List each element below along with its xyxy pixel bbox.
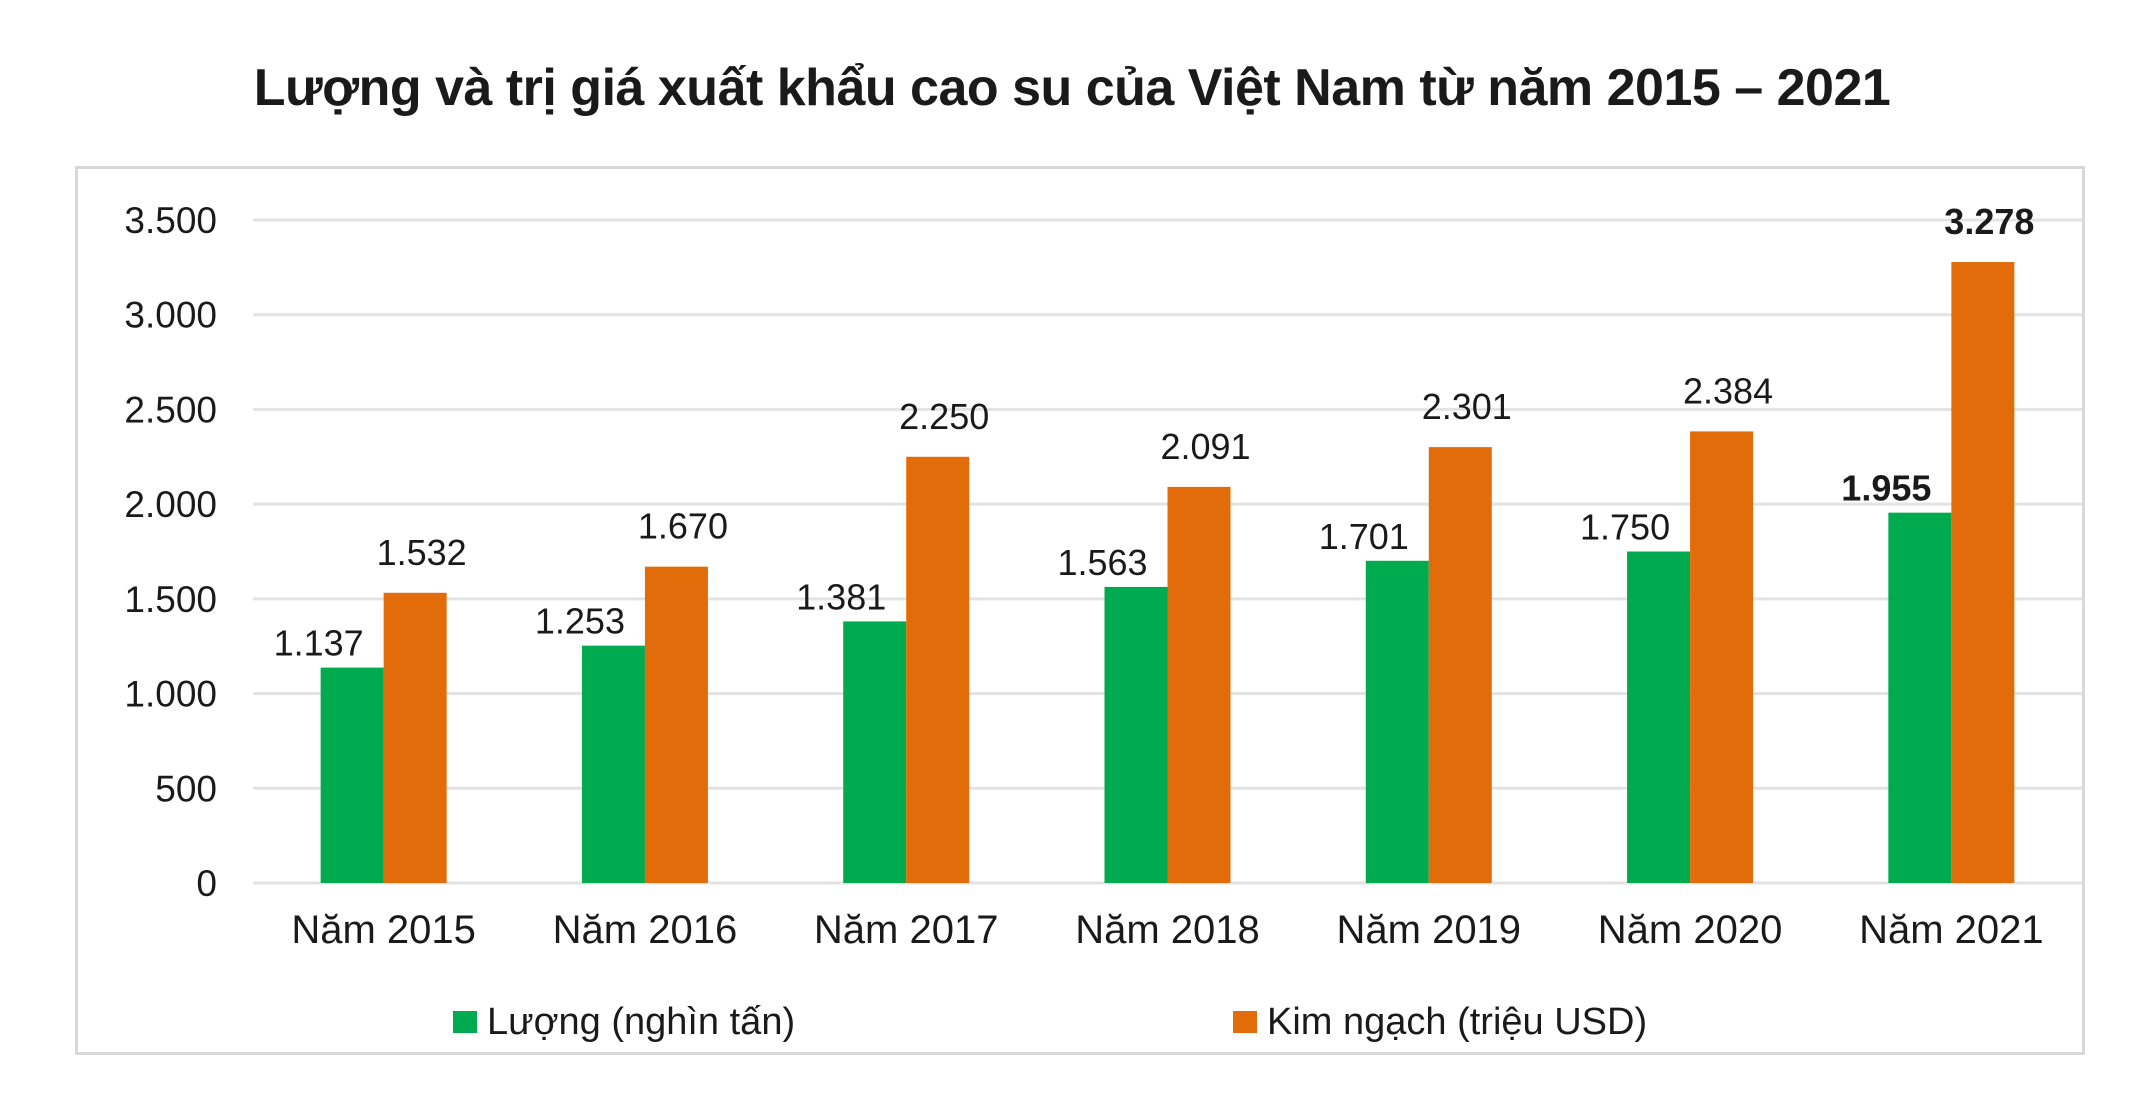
bar-kim-ngach	[1690, 431, 1754, 883]
legend: Lượng (nghìn tấn) Kim ngạch (triệu USD)	[0, 1000, 2144, 1044]
value-label-kim-ngach: 2.250	[899, 396, 989, 437]
legend-item-luong[interactable]: Lượng (nghìn tấn)	[453, 1000, 795, 1044]
bar-luong	[1888, 512, 1952, 883]
value-label-luong: 1.137	[274, 623, 364, 664]
value-label-luong: 1.955	[1841, 468, 1931, 509]
legend-label: Lượng (nghìn tấn)	[487, 1000, 796, 1043]
legend-swatch-orange-icon	[1233, 1011, 1257, 1033]
legend-label: Kim ngạch (triệu USD)	[1267, 1000, 1648, 1043]
y-tick-label: 3.000	[124, 295, 217, 336]
y-tick-label: 0	[196, 863, 217, 904]
bar-kim-ngach	[383, 592, 447, 883]
chart-title: Lượng và trị giá xuất khẩu cao su của Vi…	[253, 59, 1891, 117]
x-category-label: Năm 2017	[814, 908, 999, 952]
bar-luong	[1365, 560, 1429, 883]
legend-swatch-green-icon	[453, 1011, 477, 1033]
x-category-label: Năm 2016	[553, 908, 738, 952]
value-label-luong: 1.701	[1319, 516, 1409, 557]
y-tick-label: 2.500	[124, 389, 217, 430]
bar-kim-ngach	[1428, 447, 1492, 883]
x-axis-category-labels: Năm 2015 Năm 2016 Năm 2017 Năm 2018 Năm 2019…	[291, 908, 2043, 952]
bar-kim-ngach	[906, 456, 970, 883]
y-axis-tick-labels: 0 500 1.000 1.500 2.000 2.500 3.000 3.500	[124, 200, 217, 904]
value-label-luong: 1.563	[1057, 542, 1147, 583]
value-label-kim-ngach: 3.278	[1944, 201, 2034, 242]
legend-item-kim-ngach[interactable]: Kim ngạch (triệu USD)	[1233, 1000, 1647, 1044]
y-tick-label: 1.500	[124, 579, 217, 620]
bar-luong	[1627, 551, 1691, 883]
bar-luong	[320, 667, 384, 883]
bar-luong	[581, 645, 645, 883]
x-category-label: Năm 2021	[1859, 908, 2044, 952]
value-label-luong: 1.381	[796, 576, 886, 617]
x-category-label: Năm 2018	[1075, 908, 1260, 952]
bar-kim-ngach	[1167, 486, 1231, 883]
x-category-label: Năm 2015	[291, 908, 476, 952]
y-tick-label: 500	[155, 768, 217, 809]
bar-kim-ngach	[1951, 262, 2015, 884]
value-label-luong: 1.750	[1580, 507, 1670, 548]
y-tick-label: 1.000	[124, 674, 217, 715]
y-tick-label: 2.000	[124, 484, 217, 525]
value-labels: 1.137 1.532 1.253 1.670 1.381 2.250 1.563 2.091…	[274, 201, 2035, 664]
x-category-label: Năm 2020	[1598, 908, 1783, 952]
value-label-luong: 1.253	[535, 601, 625, 642]
value-label-kim-ngach: 2.091	[1160, 426, 1250, 467]
value-label-kim-ngach: 1.532	[377, 532, 467, 573]
value-label-kim-ngach: 2.301	[1422, 386, 1512, 427]
bar-kim-ngach	[644, 566, 708, 883]
value-label-kim-ngach: 1.670	[638, 506, 728, 547]
value-label-kim-ngach: 2.384	[1683, 370, 1773, 411]
x-category-label: Năm 2019	[1337, 908, 1522, 952]
bars	[320, 262, 2015, 884]
bar-luong	[843, 621, 907, 883]
y-tick-label: 3.500	[124, 200, 217, 241]
bar-luong	[1104, 586, 1168, 883]
